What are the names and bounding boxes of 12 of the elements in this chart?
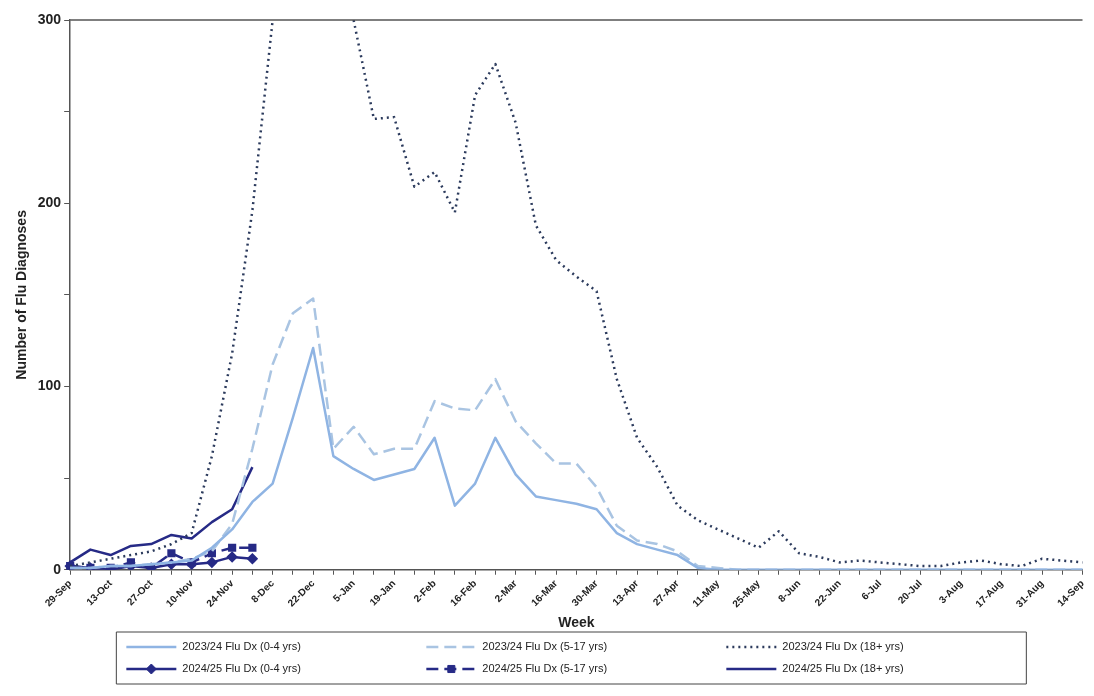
y-tick-label: 300 — [37, 10, 62, 27]
legend-label: 2023/24 Flu Dx (5-17 yrs) — [482, 640, 608, 653]
y-tick-label: 100 — [37, 377, 62, 394]
legend-label: 2024/25 Flu Dx (18+ yrs) — [782, 662, 904, 675]
y-tick-label: 0 — [53, 560, 62, 577]
x-axis-title: Week — [558, 614, 595, 631]
y-tick-label: 200 — [37, 194, 62, 211]
legend-label: 2023/24 Flu Dx (18+ yrs) — [782, 640, 904, 653]
y-axis-title: Number of Flu Diagnoses — [13, 209, 30, 380]
legend-label: 2023/24 Flu Dx (0-4 yrs) — [182, 640, 301, 653]
legend-label: 2024/25 Flu Dx (0-4 yrs) — [182, 662, 301, 675]
legend-label: 2024/25 Flu Dx (5-17 yrs) — [482, 662, 608, 675]
